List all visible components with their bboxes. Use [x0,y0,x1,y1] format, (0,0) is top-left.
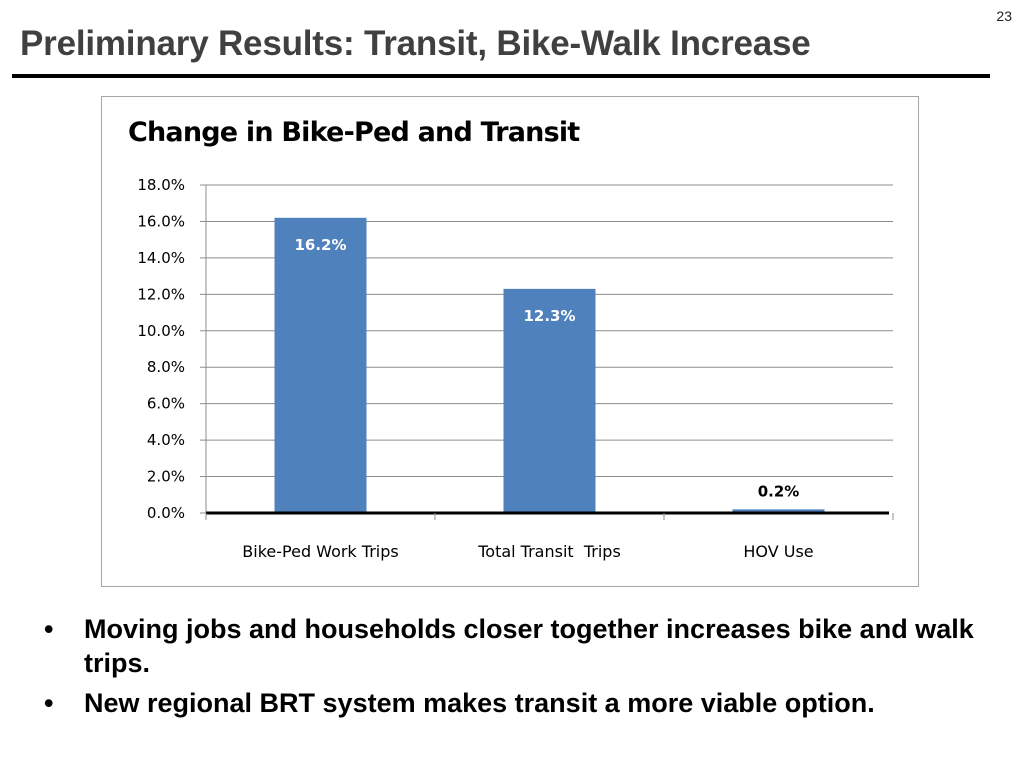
page-number: 23 [996,8,1012,24]
bar-data-label: 16.2% [294,236,346,254]
title-underline [12,74,990,78]
bullet-list: • Moving jobs and households closer toge… [40,612,980,726]
bullet-item: • Moving jobs and households closer toge… [40,612,980,680]
x-category-label: Total Transit Trips [477,542,621,561]
bullet-text: New regional BRT system makes transit a … [84,688,875,718]
bullet-text: Moving jobs and households closer togeth… [84,614,974,678]
bullet-item: • New regional BRT system makes transit … [40,686,980,720]
bullet-marker: • [44,688,54,718]
chart-title: Change in Bike-Ped and Transit [128,117,580,148]
y-tick-label: 8.0% [147,358,185,376]
bar [732,509,825,513]
y-tick-label: 14.0% [137,249,185,267]
y-tick-label: 12.0% [137,285,185,303]
y-tick-label: 4.0% [147,431,185,449]
x-category-label: Bike-Ped Work Trips [242,542,398,561]
bar-data-label: 12.3% [523,307,575,325]
x-category-label: HOV Use [743,542,813,561]
y-tick-label: 0.0% [147,504,185,522]
y-tick-label: 2.0% [147,468,185,486]
bar [503,288,596,513]
y-tick-label: 6.0% [147,395,185,413]
bar-data-label: 0.2% [758,482,800,500]
y-tick-label: 10.0% [137,322,185,340]
bullet-marker: • [44,614,54,644]
chart-frame: Change in Bike-Ped and Transit 0.0% 2.0% 4… [101,96,919,587]
bar-chart: 0.0% 2.0% 4.0% 6.0% 8.0% 10.0% 12.0% 14.0% 16.0%… [137,176,894,561]
slide-title: Preliminary Results: Transit, Bike-Walk … [20,24,811,63]
bar [274,217,367,514]
y-tick-label: 16.0% [137,212,185,230]
y-tick-label: 18.0% [137,176,185,194]
